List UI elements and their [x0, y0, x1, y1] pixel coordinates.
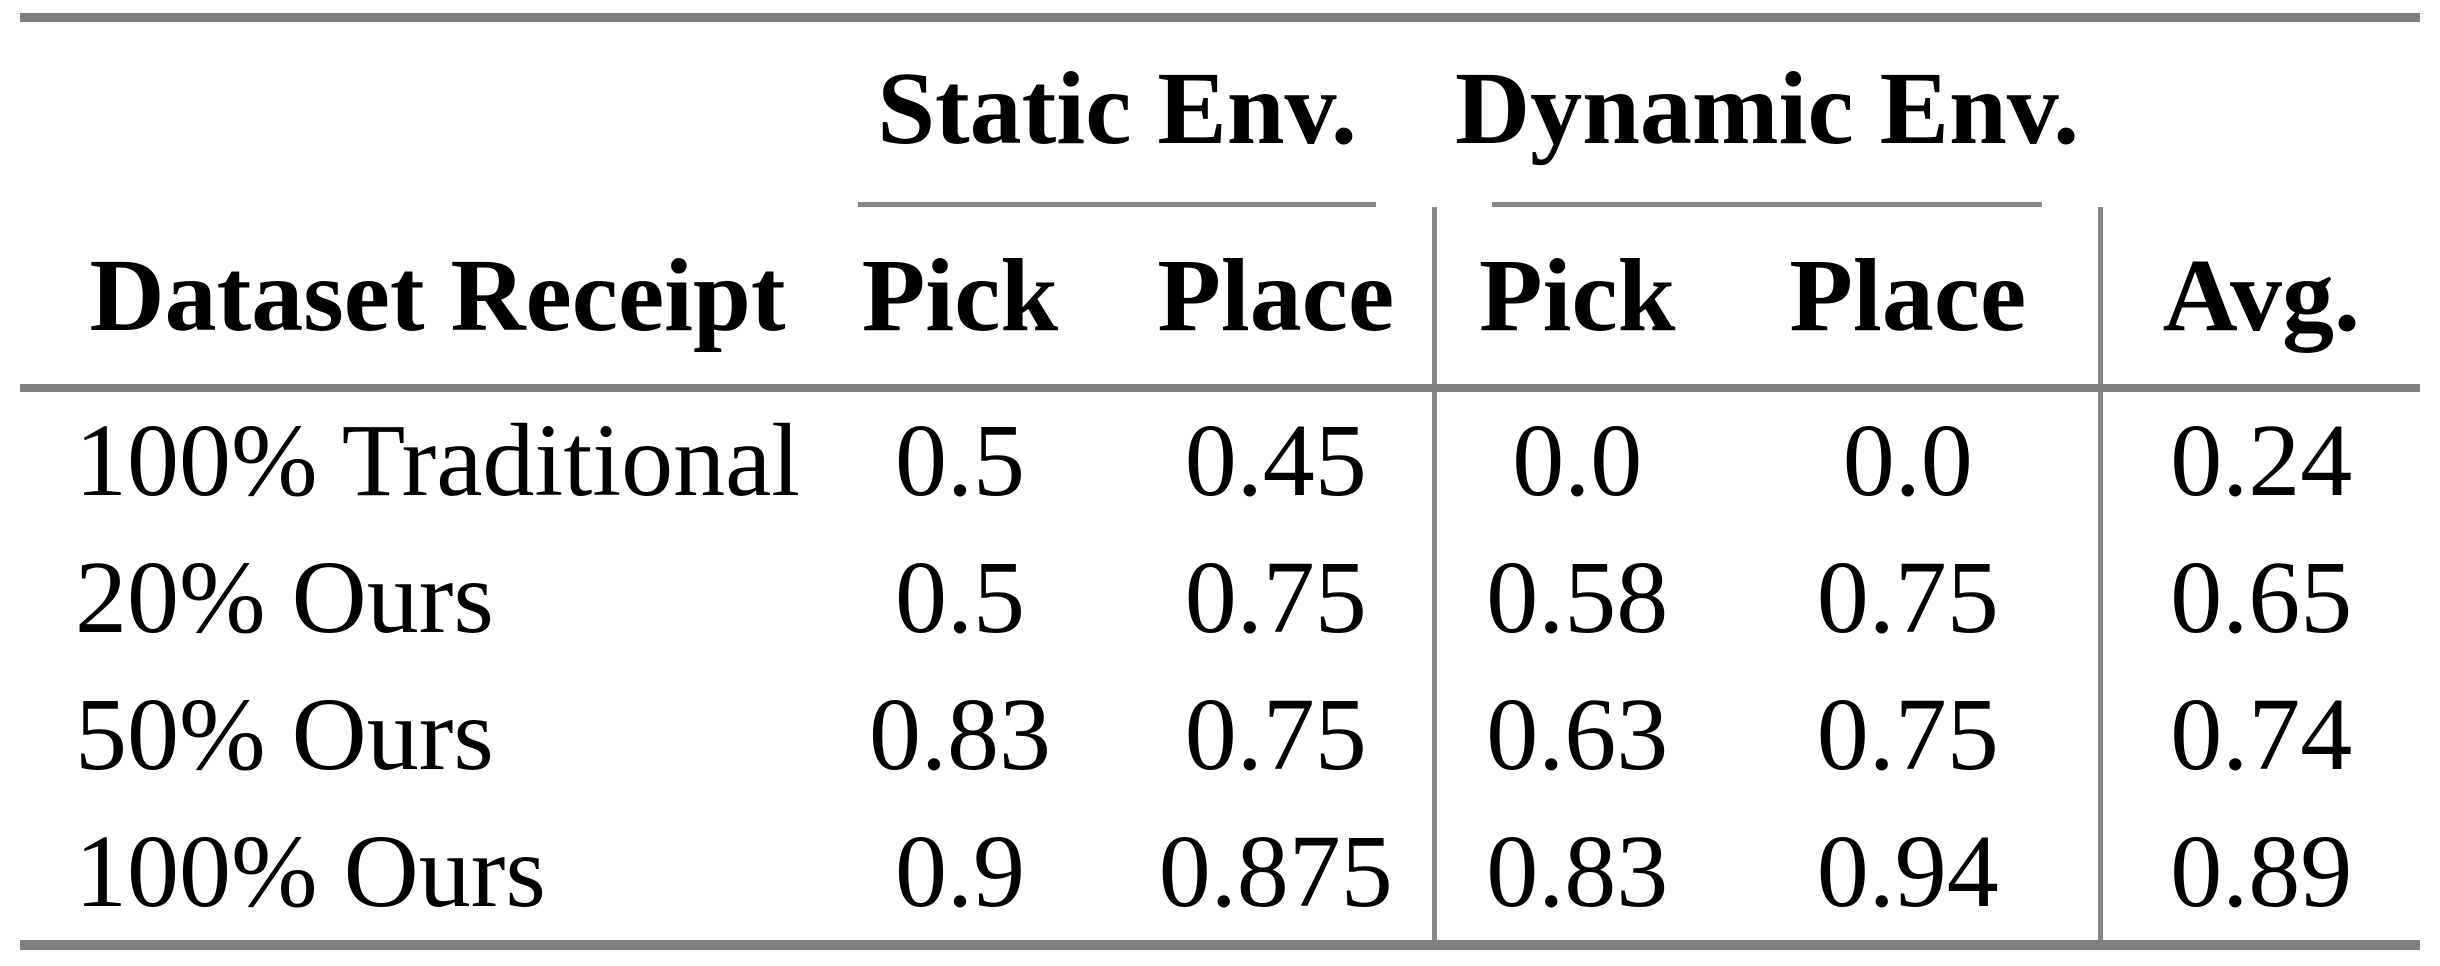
value-cell-dynamic-pick: 0.63 — [1486, 676, 1669, 792]
value-cell-dynamic-place: 0.0 — [1718, 388, 2103, 529]
table-row-20-ours: 20% Ours 0.5 0.75 0.58 0.75 0.65 — [20, 529, 2420, 666]
row-label-cell: 100% Traditional — [75, 402, 801, 518]
value-cell-static-place: 0.45 — [1120, 388, 1437, 529]
value-cell-dynamic-place: 0.94 — [1718, 803, 2103, 945]
group-header-dynamic: Dynamic Env. — [1434, 18, 2100, 207]
value-cell-avg: 0.89 — [2170, 813, 2353, 929]
value-cell-dynamic-pick: 0.0 — [1512, 402, 1643, 518]
group-header-static-inner: Static Env. — [800, 22, 1434, 207]
corner-cell-right — [2100, 18, 2420, 208]
value-cell-static-pick: 0.83 — [869, 676, 1051, 792]
table-row-100-traditional: 100% Traditional 0.5 0.45 0.0 0.0 0.24 — [20, 388, 2420, 529]
value-cell-static-place: 0.75 — [1120, 529, 1437, 666]
col-header-dataset-receipt: Dataset Receipt — [20, 207, 800, 392]
value-cell-dynamic-pick: 0.58 — [1486, 539, 1669, 655]
col-header-place-dynamic: Place — [1718, 207, 2103, 392]
column-header-row: Dataset Receipt Pick Place Pick Place Av… — [20, 207, 2421, 392]
value-cell-dynamic-place: 0.75 — [1718, 666, 2103, 803]
cmidrule-dynamic — [1492, 202, 2043, 207]
value-cell-dynamic-place: 0.75 — [1718, 529, 2103, 666]
value-cell-static-place: 0.875 — [1120, 803, 1437, 945]
value-cell-avg: 0.74 — [2170, 676, 2353, 792]
cmidrule-static — [858, 202, 1377, 207]
value-cell-avg: 0.24 — [2170, 402, 2353, 518]
value-cell-static-pick: 0.5 — [895, 539, 1025, 655]
col-header-pick-dynamic: Pick — [1434, 207, 1719, 392]
group-header-static: Static Env. — [800, 18, 1434, 207]
corner-cell-left — [20, 18, 800, 208]
row-label-cell: 50% Ours — [75, 676, 494, 792]
group-header-row: Static Env. Dynamic Env. — [20, 18, 2420, 208]
value-cell-static-place: 0.75 — [1120, 666, 1437, 803]
results-table: Static Env. Dynamic Env. Dataset Receipt… — [20, 13, 2421, 950]
table-row-50-ours: 50% Ours 0.83 0.75 0.63 0.75 0.74 — [20, 666, 2420, 803]
table-row-100-ours: 100% Ours 0.9 0.875 0.83 0.94 0.89 — [20, 803, 2420, 945]
group-label-static: Static Env. — [877, 51, 1357, 166]
group-label-dynamic: Dynamic Env. — [1454, 51, 2080, 166]
value-cell-static-pick: 0.9 — [895, 813, 1025, 929]
row-label-cell: 20% Ours — [75, 539, 494, 655]
value-cell-avg: 0.65 — [2170, 539, 2353, 655]
value-cell-static-pick: 0.5 — [895, 402, 1025, 518]
col-header-place-static: Place — [1120, 207, 1437, 392]
value-cell-dynamic-pick: 0.83 — [1486, 813, 1669, 929]
col-header-avg: Avg. — [2100, 207, 2421, 392]
col-header-pick-static: Pick — [800, 207, 1120, 392]
group-header-dynamic-inner: Dynamic Env. — [1434, 22, 2100, 207]
row-label-cell: 100% Ours — [75, 813, 546, 929]
